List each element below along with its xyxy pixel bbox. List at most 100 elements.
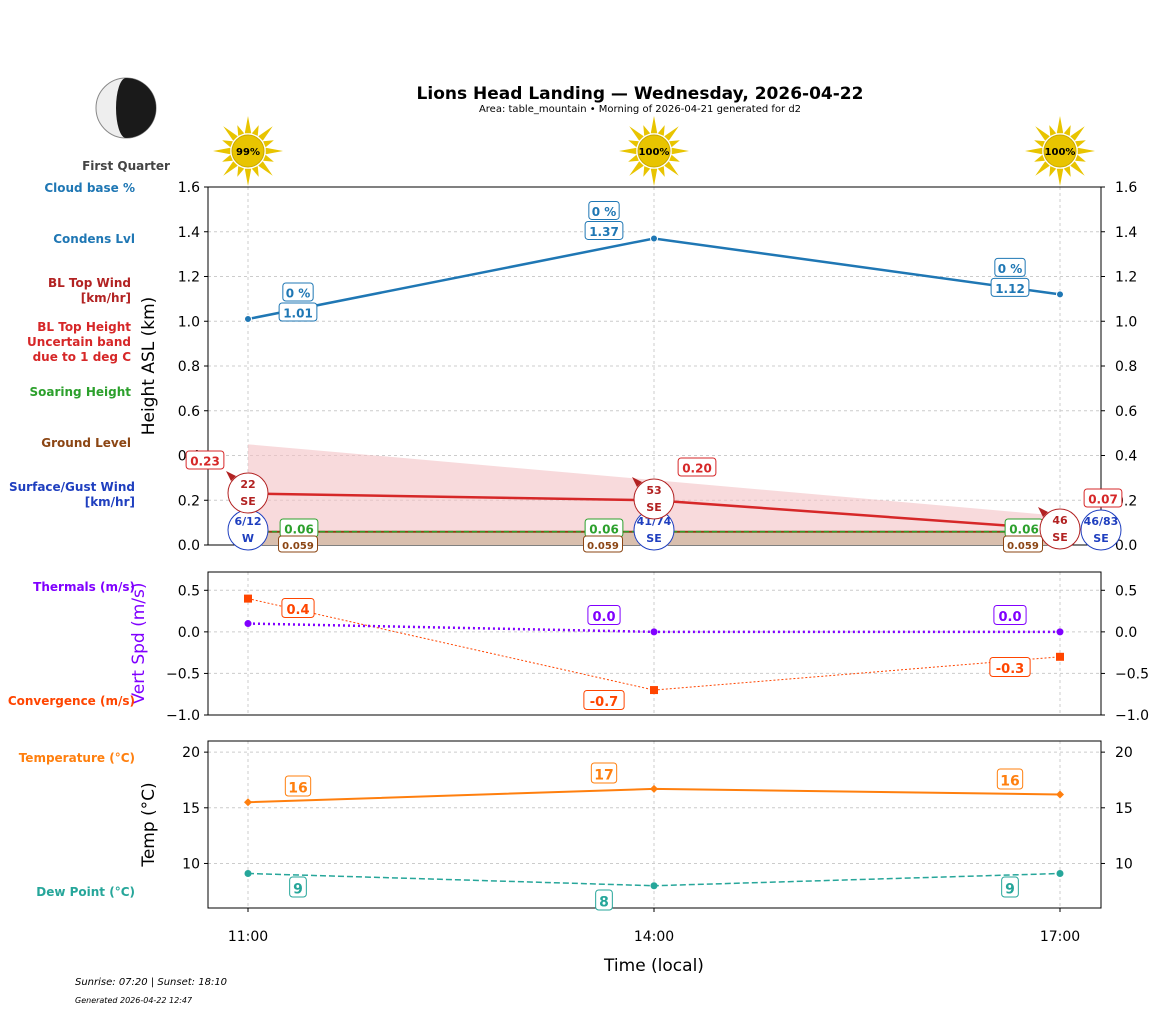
y-tick-label-left: 0.8 [178,359,200,375]
sun-ray [1070,161,1085,176]
y-tick-label-right: 0.0 [1115,625,1137,641]
temperature-point [650,784,658,793]
bl-height-label: 0.20 [682,462,712,476]
temperature-label: 16 [1000,773,1019,789]
sun-ray [251,166,259,177]
y-tick-label-left: 0.6 [178,404,200,420]
surface-wind-direction: SE [646,532,661,545]
sun-ray [1034,140,1045,148]
bl-wind-marker [633,478,675,520]
sun-icon [1025,116,1095,186]
legend-label-thermals: Thermals (m/s) [33,580,135,594]
bl-wind-direction: SE [240,495,255,508]
dewpoint-point [244,869,252,877]
sun-ray [237,166,245,177]
bl-wind-direction: SE [646,501,661,514]
condens-label-box [990,277,1030,297]
sun-ray [1034,154,1045,162]
moon-phase-label: First Quarter [82,159,170,173]
y-tick-label-left: 1.6 [178,180,200,196]
sun-ray [222,154,233,162]
soaring-height-label: 0.06 [589,523,619,537]
sun-ray [244,168,252,186]
legend-label-bl-height: BL Top Height Uncertain band due to 1 deg … [27,320,131,364]
y-tick-label-right: 0.5 [1115,583,1137,599]
y-tick-label-right: −1.0 [1115,708,1149,724]
sun-ray [629,161,644,176]
sun-ray [1049,166,1057,177]
dewpoint-point [650,882,658,890]
temperature-label-box [996,768,1024,790]
y-tick-label-right: 20 [1115,745,1133,761]
sun-ray [643,166,651,177]
surface-wind-direction: SE [1093,532,1108,545]
x-axis-label: Time (local) [603,956,704,976]
sun-ray [1035,126,1050,141]
sun-ray [265,147,283,155]
sun-ray [1035,161,1050,176]
y-tick-label-right: 1.2 [1115,270,1137,286]
sun-icon [213,116,283,186]
bl-wind-speed: 22 [240,478,255,491]
legend-label-condens: Condens Lvl [53,232,135,246]
x-tick-label: 11:00 [228,929,268,945]
sun-ray [657,166,665,177]
legend-label-ground: Ground Level [41,436,131,450]
legend-label-convergence: Convergence (m/s) [8,694,135,708]
y-tick-label-left: −1.0 [166,708,200,724]
cloud-base-label: 0 % [592,205,617,219]
ground-level-label-box [278,535,318,553]
condens-label-box [584,220,624,240]
bl-wind-speed: 53 [646,484,661,497]
cloud-base-label-box [588,200,620,220]
sun-ray [258,161,273,176]
sun-ray [628,140,639,148]
temperature-label: 17 [594,767,613,783]
sun-ray [1063,166,1071,177]
surface-wind-speed: 6/12 [235,515,262,528]
sun-ray [263,140,274,148]
dewpoint-point [1056,869,1064,877]
sun-ray [1063,125,1071,136]
moon-first-quarter-icon [95,77,157,139]
thermals-label-box [993,605,1027,625]
soaring-height-label: 0.06 [1009,523,1039,537]
y-tick-label-left: 1.2 [178,270,200,286]
condens-label: 1.37 [589,225,619,239]
sun-ray [258,126,273,141]
y-tick-label-left: 0.0 [178,538,200,554]
sun-ray [237,125,245,136]
y-tick-label-left: 0.2 [178,493,200,509]
bl-height-label: 0.07 [1088,493,1118,507]
sun-ray [222,140,233,148]
legend-label-temperature: Temperature (°C) [19,751,135,765]
y-tick-label-left: 15 [182,801,200,817]
sun-ray [1075,154,1086,162]
sun-ray [244,116,252,134]
bl-wind-speed: 46 [1052,514,1068,527]
ground-level-label: 0.059 [282,541,314,552]
y-tick-label-right: 0.8 [1115,359,1137,375]
sun-ray [1070,126,1085,141]
generated-time: Generated 2026-04-22 12:47 [75,996,193,1005]
soaring-height-label: 0.06 [284,523,314,537]
condens-label: 1.12 [995,282,1025,296]
thermals-point [650,628,658,636]
bl-wind-marker [1039,508,1081,550]
y-tick-label-right: −0.5 [1115,666,1149,682]
sun-ray [1025,147,1043,155]
y-tick-label-right: 0.6 [1115,404,1137,420]
y-tick-label-left: −0.5 [166,666,200,682]
thermals-label: 0.0 [592,610,615,625]
sun-times: Sunrise: 07:20 | Sunset: 18:10 [75,977,227,988]
surface-wind-marker [1080,509,1122,551]
dewpoint-label-box [1001,876,1019,898]
ground-level-label: 0.059 [587,541,619,552]
sun-icon [619,116,689,186]
sun-percent: 99% [236,147,260,158]
sun-disc [1043,134,1077,168]
y-tick-label-left: 10 [182,856,200,872]
convergence-label: 0.4 [286,603,309,618]
dewpoint-label: 8 [599,894,609,910]
